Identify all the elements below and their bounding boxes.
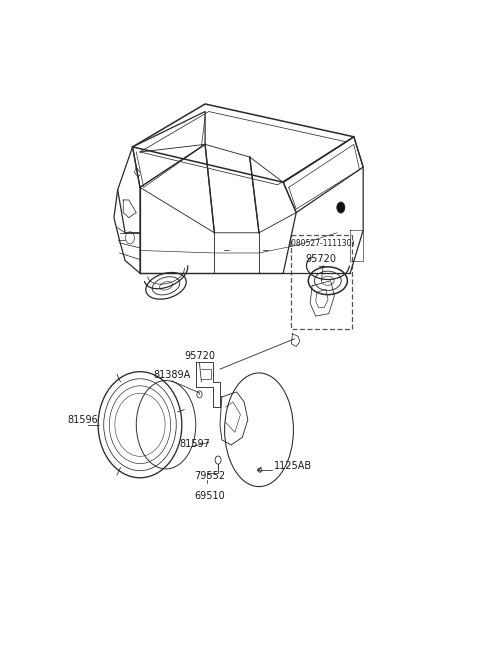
Text: (080527-111130): (080527-111130)	[288, 239, 355, 249]
Text: 79552: 79552	[194, 471, 225, 482]
Text: 81597: 81597	[179, 440, 210, 449]
Ellipse shape	[337, 202, 345, 213]
Text: 95720: 95720	[306, 254, 337, 264]
Text: 81389A: 81389A	[153, 370, 190, 380]
Text: 81596: 81596	[67, 415, 98, 425]
Text: 69510: 69510	[194, 491, 225, 501]
Text: 95720: 95720	[184, 351, 215, 361]
Text: 1125AB: 1125AB	[274, 461, 312, 471]
